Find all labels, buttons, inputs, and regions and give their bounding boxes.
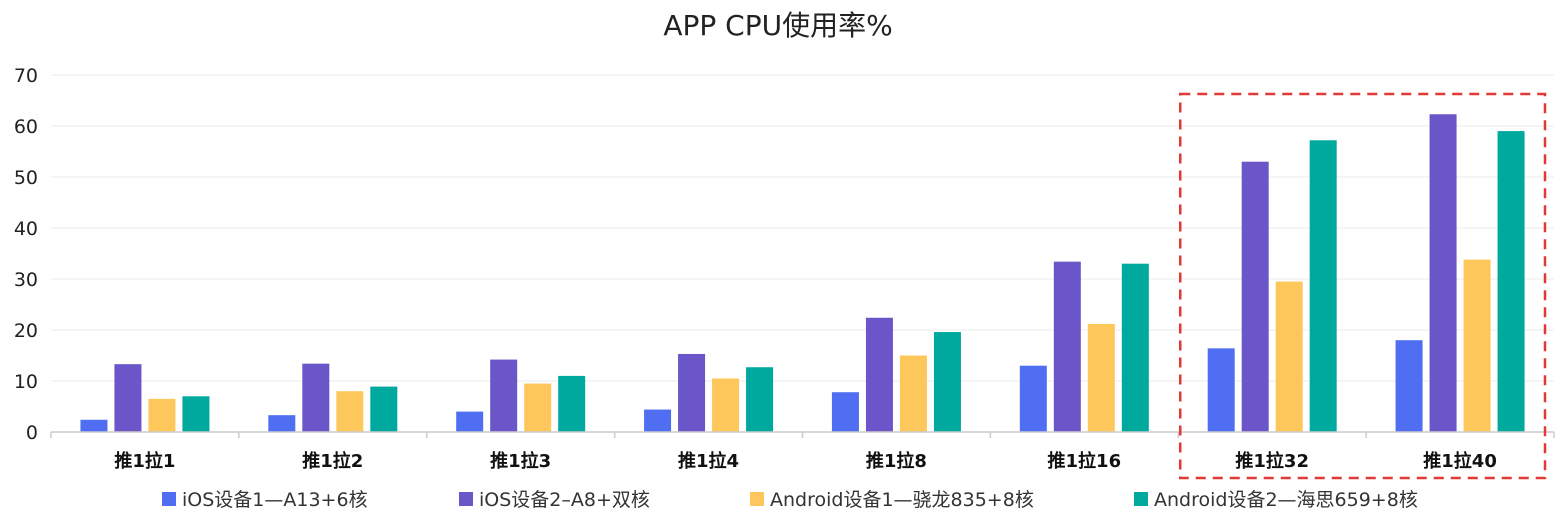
- bar-series-2-cat-5: [865, 317, 893, 432]
- x-tick-label: 推1拉2: [302, 450, 363, 472]
- bar-series-1-cat-8: [1395, 340, 1423, 432]
- legend-swatch: [459, 492, 473, 506]
- x-tick-label: 推1拉40: [1423, 450, 1497, 472]
- legend-swatch: [750, 492, 764, 506]
- legend-label: iOS设备1—A13+6核: [182, 489, 368, 511]
- y-tick-label: 70: [14, 65, 38, 87]
- bar-series-1-cat-6: [1019, 365, 1047, 432]
- x-tick-label: 推1拉4: [678, 450, 739, 472]
- bar-series-4-cat-2: [370, 386, 398, 432]
- legend-label: Android设备1—骁龙835+8核: [770, 489, 1034, 511]
- legend-label: Android设备2—海思659+8核: [1154, 489, 1418, 511]
- y-tick-label: 0: [26, 422, 38, 444]
- y-tick-label: 50: [14, 167, 38, 189]
- legend-swatch: [162, 492, 176, 506]
- bar-series-4-cat-3: [558, 375, 586, 432]
- x-tick-label: 推1拉8: [866, 450, 927, 472]
- bar-series-1-cat-2: [268, 415, 296, 432]
- bar-series-2-cat-6: [1053, 261, 1081, 432]
- legend: iOS设备1—A13+6核 iOS设备2–A8+双核 Android设备1—骁龙83…: [162, 489, 1418, 511]
- legend-label: iOS设备2–A8+双核: [479, 489, 650, 511]
- bar-series-3-cat-7: [1275, 281, 1303, 432]
- y-tick-label: 10: [14, 371, 38, 393]
- bars: [80, 114, 1525, 433]
- chart-title: APP CPU使用率%: [663, 9, 892, 42]
- y-axis-ticks: 0 10 20 30 40 50 60 70: [14, 65, 38, 444]
- bar-series-3-cat-5: [899, 355, 927, 432]
- bar-series-2-cat-8: [1429, 114, 1457, 433]
- bar-series-3-cat-6: [1087, 323, 1115, 432]
- bar-series-4-cat-6: [1121, 263, 1149, 432]
- bar-series-1-cat-4: [644, 409, 672, 432]
- y-tick-label: 20: [14, 320, 38, 342]
- y-tick-label: 60: [14, 116, 38, 138]
- bar-series-3-cat-1: [148, 398, 176, 432]
- x-tick-label: 推1拉1: [114, 450, 175, 472]
- bar-series-3-cat-3: [524, 383, 552, 432]
- bar-series-4-cat-5: [933, 332, 961, 432]
- bar-series-4-cat-1: [182, 396, 210, 432]
- bar-series-4-cat-8: [1497, 131, 1525, 432]
- bar-series-1-cat-7: [1207, 348, 1235, 432]
- x-axis: 推1拉1 推1拉2 推1拉3 推1拉4 推1拉8 推1拉16 推1拉32 推1拉40: [50, 431, 1555, 472]
- legend-swatch: [1134, 492, 1148, 506]
- bar-series-2-cat-4: [678, 353, 706, 432]
- bar-series-4-cat-4: [746, 367, 774, 432]
- bar-series-2-cat-7: [1241, 161, 1269, 432]
- x-tick-label: 推1拉16: [1048, 450, 1122, 472]
- gridlines: [51, 74, 1554, 382]
- bar-series-1-cat-3: [456, 411, 484, 432]
- bar-series-4-cat-7: [1309, 140, 1337, 432]
- bar-series-3-cat-2: [336, 391, 364, 432]
- bar-series-1-cat-1: [80, 419, 108, 432]
- y-tick-label: 30: [14, 269, 38, 291]
- bar-series-1-cat-5: [831, 392, 859, 432]
- bar-series-2-cat-2: [302, 363, 330, 432]
- y-tick-label: 40: [14, 218, 38, 240]
- x-tick-label: 推1拉3: [490, 450, 551, 472]
- x-tick-label: 推1拉32: [1235, 450, 1309, 472]
- bar-series-2-cat-1: [114, 364, 142, 432]
- bar-series-3-cat-4: [712, 378, 740, 432]
- bar-series-3-cat-8: [1463, 259, 1491, 432]
- bar-series-2-cat-3: [490, 359, 518, 432]
